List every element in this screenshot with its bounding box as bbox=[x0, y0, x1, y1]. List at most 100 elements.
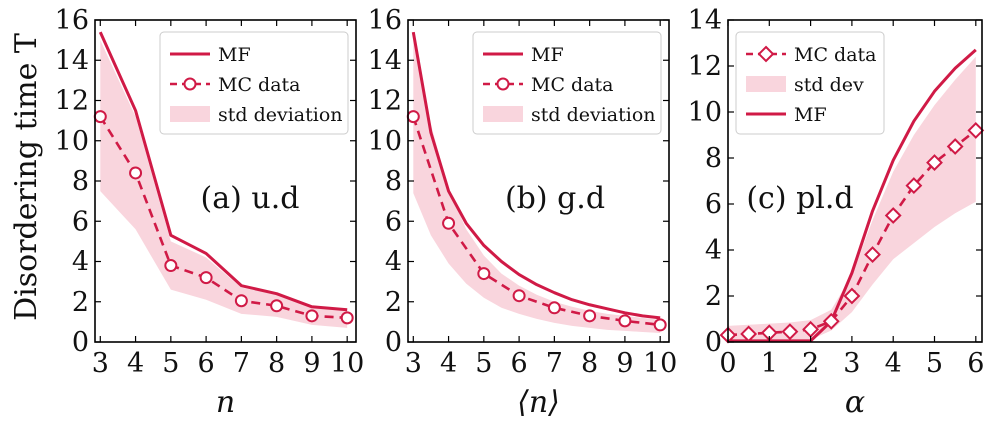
y-tick-label: 14 bbox=[688, 5, 722, 36]
std-band bbox=[100, 40, 348, 328]
mc-point bbox=[864, 246, 881, 264]
mc-point bbox=[905, 177, 923, 195]
legend-handle-band bbox=[483, 106, 523, 122]
panel-label: (a) u.d bbox=[201, 181, 300, 216]
x-tick-label: 3 bbox=[405, 348, 422, 379]
y-tick-label: 10 bbox=[368, 126, 402, 157]
y-tick-label: 8 bbox=[72, 166, 89, 197]
y-tick-label: 6 bbox=[72, 206, 89, 237]
x-tick-label: 9 bbox=[303, 348, 320, 379]
mc-point bbox=[234, 294, 248, 308]
axes-frame bbox=[727, 19, 983, 343]
std-band bbox=[728, 56, 976, 342]
plot-area bbox=[98, 31, 348, 328]
x-tick-label: 0 bbox=[719, 348, 736, 379]
y-tick-label: 10 bbox=[688, 97, 722, 128]
y-tick-label: 4 bbox=[72, 247, 89, 278]
x-tick-label: 9 bbox=[616, 348, 633, 379]
mc-point bbox=[270, 299, 284, 313]
y-tick-label: 0 bbox=[705, 327, 722, 358]
x-tick-label: 3 bbox=[92, 348, 109, 379]
x-tick-label: 10 bbox=[643, 348, 677, 379]
legend: MF MC data std deviation bbox=[472, 31, 662, 135]
x-axis-label: ⟨n⟩ bbox=[517, 385, 560, 420]
x-tick-label: 5 bbox=[475, 348, 492, 379]
y-tick-label: 12 bbox=[368, 86, 402, 117]
mc-line bbox=[99, 115, 348, 320]
mc-point bbox=[618, 314, 632, 328]
x-tick-label: 8 bbox=[268, 348, 285, 379]
y-tick-label: 14 bbox=[55, 45, 89, 76]
y-tick-label: 16 bbox=[55, 5, 89, 36]
y-axis-label: Disordering time T bbox=[9, 33, 44, 321]
mc-point bbox=[926, 154, 943, 172]
x-tick-label: 10 bbox=[330, 348, 364, 379]
legend: MF MC data std deviation bbox=[159, 31, 349, 135]
y-tick-label: 6 bbox=[705, 189, 722, 220]
legend-label: MF bbox=[531, 44, 564, 66]
y-tick-label: 8 bbox=[385, 166, 402, 197]
y-tick-label: 12 bbox=[688, 51, 722, 82]
x-tick-label: 5 bbox=[926, 348, 943, 379]
mc-point bbox=[477, 267, 491, 281]
mc-point bbox=[653, 318, 667, 332]
legend-label: MC data bbox=[218, 74, 301, 96]
mc-point bbox=[199, 271, 213, 285]
y-tick-label: 4 bbox=[705, 235, 722, 266]
x-tick-label: 6 bbox=[511, 348, 528, 379]
mc-point bbox=[884, 207, 902, 224]
x-tick-label: 4 bbox=[127, 348, 144, 379]
y-tick-label: 0 bbox=[385, 327, 402, 358]
x-tick-label: 2 bbox=[802, 348, 819, 379]
legend-marker bbox=[757, 45, 775, 63]
legend: MC data std dev MF bbox=[735, 31, 885, 135]
legend-label: MC data bbox=[794, 44, 877, 66]
legend-handle-band bbox=[746, 76, 786, 92]
x-tick-label: 5 bbox=[162, 348, 179, 379]
mc-point bbox=[129, 166, 143, 180]
y-tick-label: 8 bbox=[705, 143, 722, 174]
y-tick-label: 14 bbox=[368, 45, 402, 76]
mc-point bbox=[547, 301, 561, 315]
mc-point bbox=[781, 323, 799, 341]
legend-label: MC data bbox=[531, 74, 614, 96]
x-tick-label: 1 bbox=[761, 348, 778, 379]
y-tick-label: 10 bbox=[55, 126, 89, 157]
x-tick-label: 7 bbox=[233, 348, 250, 379]
legend-marker bbox=[496, 77, 510, 91]
legend-label: std dev bbox=[794, 74, 864, 96]
mc-point bbox=[967, 121, 985, 139]
y-tick-label: 2 bbox=[72, 287, 89, 318]
legend-label: MF bbox=[218, 44, 251, 66]
y-tick-label: 2 bbox=[385, 287, 402, 318]
legend-handle-band bbox=[170, 106, 210, 122]
y-tick-label: 2 bbox=[705, 281, 722, 312]
y-tick-label: 0 bbox=[72, 327, 89, 358]
legend-label: MF bbox=[794, 104, 827, 126]
mf-line bbox=[411, 31, 661, 320]
mf-line bbox=[98, 31, 348, 312]
panel-label: (c) pl.d bbox=[746, 181, 853, 216]
x-tick-label: 3 bbox=[843, 348, 860, 379]
y-axis-label-text: Disordering time T bbox=[9, 33, 44, 321]
mc-point bbox=[93, 110, 107, 124]
y-tick-label: 16 bbox=[368, 5, 402, 36]
mc-point bbox=[442, 216, 456, 230]
y-tick-label: 4 bbox=[385, 247, 402, 278]
legend-label: std deviation bbox=[531, 104, 656, 126]
mc-point bbox=[164, 259, 178, 273]
mc-point bbox=[843, 287, 861, 305]
x-tick-label: 7 bbox=[546, 348, 563, 379]
mc-point bbox=[340, 311, 354, 325]
x-tick-label: 8 bbox=[581, 348, 598, 379]
x-tick-label: 4 bbox=[885, 348, 902, 379]
y-tick-label: 6 bbox=[385, 206, 402, 237]
mc-point bbox=[406, 110, 420, 124]
y-tick-label: 12 bbox=[55, 86, 89, 117]
mc-point bbox=[305, 309, 319, 323]
mc-point bbox=[946, 138, 964, 155]
